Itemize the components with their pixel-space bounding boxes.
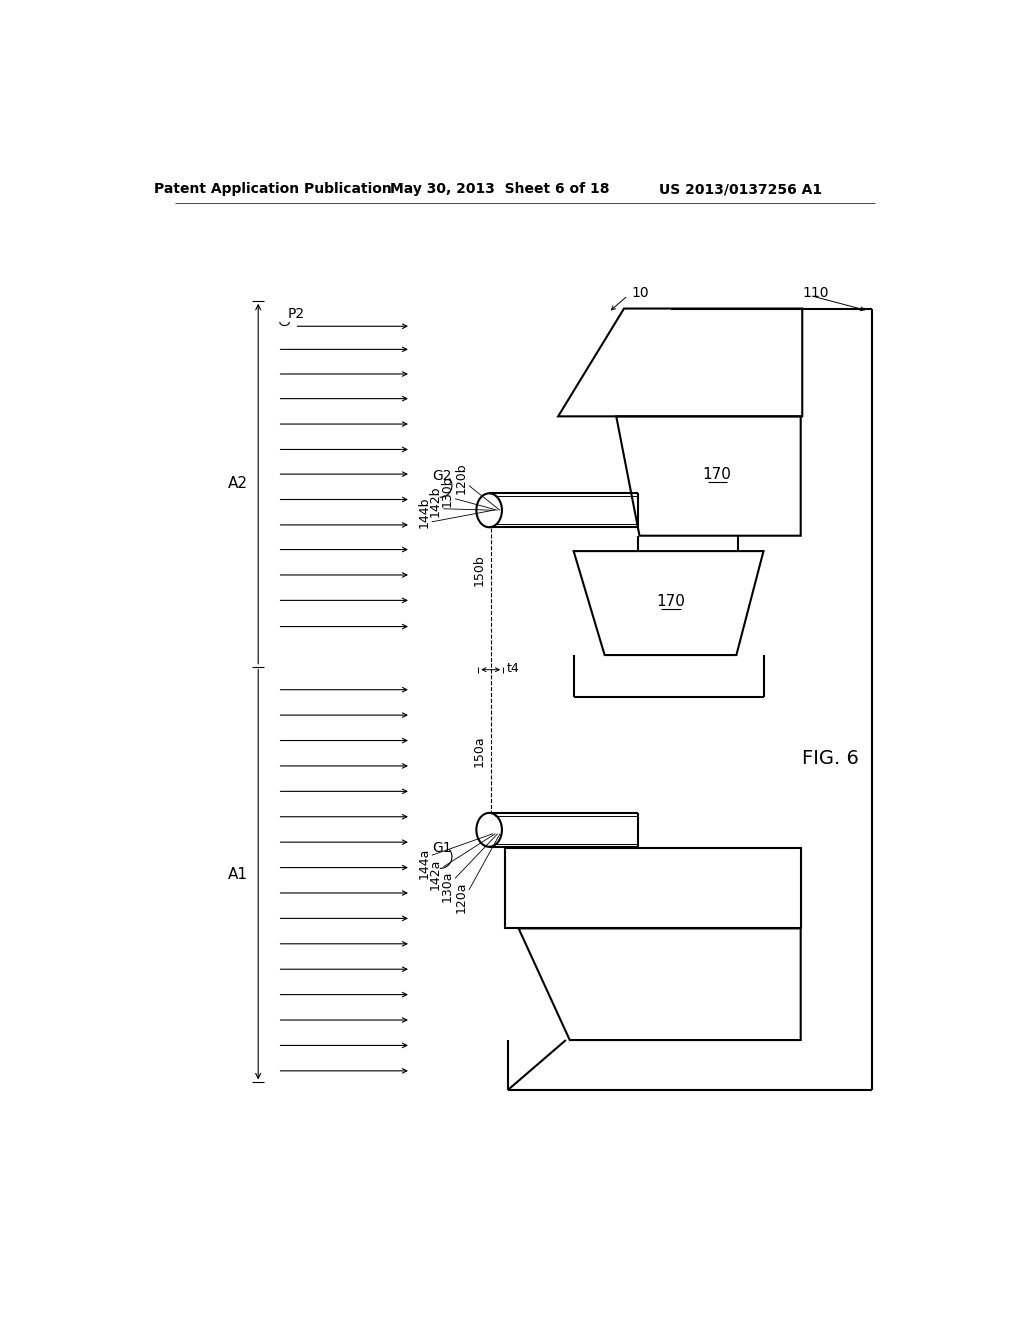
Text: 170: 170 xyxy=(702,466,731,482)
Text: G1: G1 xyxy=(432,841,453,854)
Text: A2: A2 xyxy=(228,477,248,491)
Text: 144a: 144a xyxy=(417,847,430,879)
Text: May 30, 2013  Sheet 6 of 18: May 30, 2013 Sheet 6 of 18 xyxy=(390,182,609,197)
Text: 142b: 142b xyxy=(429,486,442,517)
Text: 144b: 144b xyxy=(417,496,430,528)
Text: A1: A1 xyxy=(228,867,248,882)
Text: G2: G2 xyxy=(432,470,452,483)
Text: Patent Application Publication: Patent Application Publication xyxy=(154,182,392,197)
Text: 142a: 142a xyxy=(429,859,442,890)
Text: 120b: 120b xyxy=(455,462,467,494)
Text: 110: 110 xyxy=(802,286,828,300)
Text: t4: t4 xyxy=(507,663,520,676)
Text: P2: P2 xyxy=(288,308,305,321)
Text: 150b: 150b xyxy=(473,554,486,586)
Text: 10: 10 xyxy=(632,286,649,300)
Text: 170: 170 xyxy=(656,594,685,609)
Text: 120a: 120a xyxy=(455,882,467,913)
Text: 130a: 130a xyxy=(440,870,454,902)
Text: FIG. 6: FIG. 6 xyxy=(802,750,859,768)
Text: US 2013/0137256 A1: US 2013/0137256 A1 xyxy=(658,182,822,197)
Text: 130b: 130b xyxy=(440,475,454,507)
Text: 150a: 150a xyxy=(473,735,486,767)
